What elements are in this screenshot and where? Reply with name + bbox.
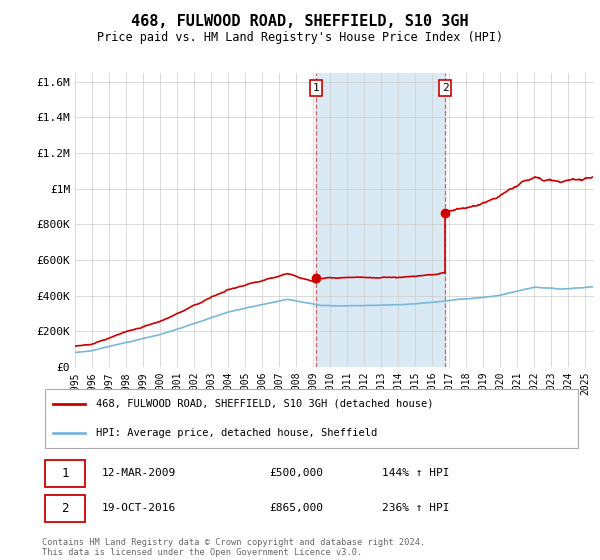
Text: £865,000: £865,000 <box>269 503 323 513</box>
Text: Price paid vs. HM Land Registry's House Price Index (HPI): Price paid vs. HM Land Registry's House … <box>97 31 503 44</box>
Text: Contains HM Land Registry data © Crown copyright and database right 2024.
This d: Contains HM Land Registry data © Crown c… <box>42 538 425 557</box>
Text: 144% ↑ HPI: 144% ↑ HPI <box>382 468 450 478</box>
FancyBboxPatch shape <box>45 389 578 448</box>
Text: 1: 1 <box>61 466 69 480</box>
Text: 468, FULWOOD ROAD, SHEFFIELD, S10 3GH (detached house): 468, FULWOOD ROAD, SHEFFIELD, S10 3GH (d… <box>96 399 433 409</box>
FancyBboxPatch shape <box>45 460 85 487</box>
Text: 2: 2 <box>442 83 448 93</box>
Text: 1: 1 <box>313 83 319 93</box>
Text: 2: 2 <box>61 502 69 515</box>
Text: 12-MAR-2009: 12-MAR-2009 <box>101 468 176 478</box>
Text: 236% ↑ HPI: 236% ↑ HPI <box>382 503 450 513</box>
Text: HPI: Average price, detached house, Sheffield: HPI: Average price, detached house, Shef… <box>96 428 377 438</box>
Text: 468, FULWOOD ROAD, SHEFFIELD, S10 3GH: 468, FULWOOD ROAD, SHEFFIELD, S10 3GH <box>131 14 469 29</box>
Text: £500,000: £500,000 <box>269 468 323 478</box>
Bar <box>316 73 445 367</box>
Text: 19-OCT-2016: 19-OCT-2016 <box>101 503 176 513</box>
FancyBboxPatch shape <box>45 495 85 521</box>
